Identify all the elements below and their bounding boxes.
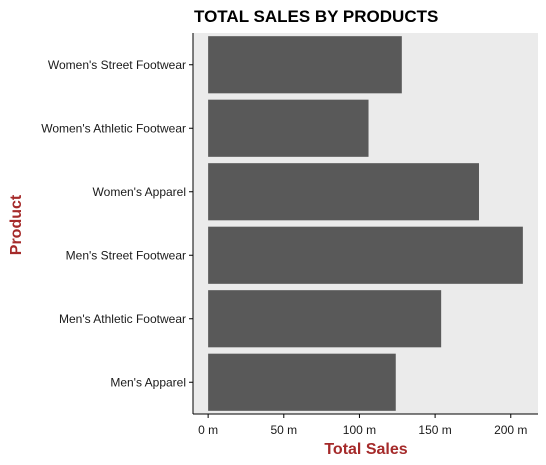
chart-title: TOTAL SALES BY PRODUCTS <box>194 7 438 26</box>
y-tick-label-0: Men's Apparel <box>110 375 186 389</box>
x-axis-ticks: 0 m 50 m 100 m 150 m 200 m <box>198 414 527 437</box>
bar-4 <box>208 99 369 157</box>
y-tick-label-2: Men's Street Footwear <box>66 248 186 262</box>
y-axis-title: Product <box>8 194 25 255</box>
y-axis-ticks: Men's Apparel Men's Athletic Footwear Men'… <box>41 58 193 389</box>
plot-panel <box>193 33 538 414</box>
x-axis-title: Total Sales <box>324 441 407 458</box>
x-tick-label-2: 100 m <box>343 423 376 437</box>
bar-3 <box>208 163 479 221</box>
x-tick-label-4: 200 m <box>494 423 527 437</box>
y-tick-label-5: Women's Street Footwear <box>48 58 186 72</box>
y-tick-label-3: Women's Apparel <box>93 185 186 199</box>
bars-group <box>208 36 523 411</box>
bar-2 <box>208 226 523 284</box>
x-tick-label-3: 150 m <box>418 423 451 437</box>
y-tick-label-4: Women's Athletic Footwear <box>41 121 186 135</box>
bar-0 <box>208 353 396 411</box>
bar-5 <box>208 36 402 94</box>
bar-1 <box>208 290 442 348</box>
x-tick-label-0: 0 m <box>198 423 218 437</box>
x-tick-label-1: 50 m <box>270 423 297 437</box>
y-tick-label-1: Men's Athletic Footwear <box>59 312 186 326</box>
